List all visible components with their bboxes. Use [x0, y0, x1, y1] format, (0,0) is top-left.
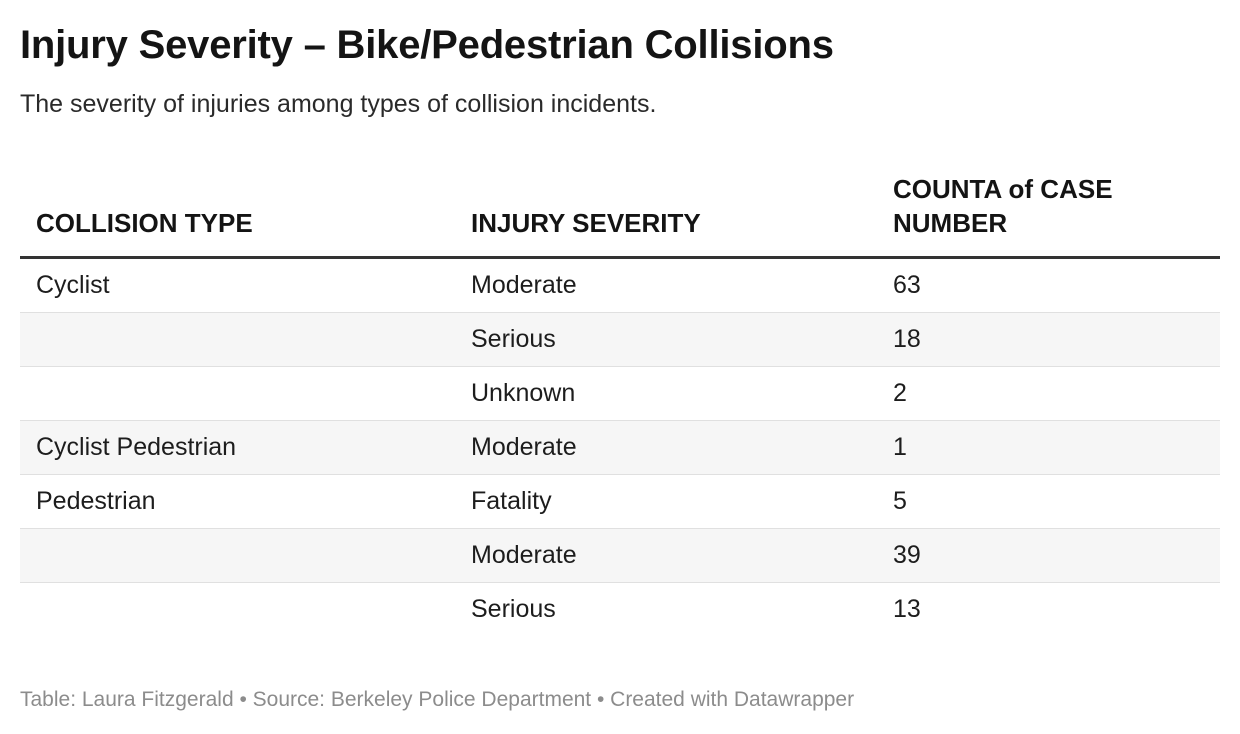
cell-injury-severity: Moderate: [455, 257, 877, 313]
table-row: Cyclist Pedestrian Moderate 1: [20, 420, 1220, 475]
cell-count: 2: [877, 366, 1220, 421]
cell-collision-type: [20, 583, 455, 637]
cell-count: 1: [877, 420, 1220, 475]
chart-subtitle: The severity of injuries among types of …: [20, 90, 657, 118]
column-header-collision-type[interactable]: COLLISION TYPE: [20, 172, 455, 259]
column-header-injury-severity[interactable]: INJURY SEVERITY: [455, 172, 877, 259]
cell-injury-severity: Serious: [455, 312, 877, 367]
cell-collision-type: Pedestrian: [20, 474, 455, 529]
chart-footer: Table: Laura Fitzgerald • Source: Berkel…: [20, 688, 855, 711]
column-header-count[interactable]: COUNTA of CASE NUMBER: [877, 172, 1220, 259]
cell-injury-severity: Moderate: [455, 528, 877, 583]
table-header: COLLISION TYPE INJURY SEVERITY COUNTA of…: [20, 172, 1220, 259]
cell-count: 18: [877, 312, 1220, 367]
cell-count: 5: [877, 474, 1220, 529]
table-row: Serious 18: [20, 312, 1220, 367]
cell-collision-type: [20, 528, 455, 583]
table-row: Unknown 2: [20, 366, 1220, 421]
table-body: Cyclist Moderate 63 Serious 18 Unknown 2 Cyclis…: [20, 257, 1220, 637]
cell-count: 63: [877, 257, 1220, 313]
table-row: Pedestrian Fatality 5: [20, 474, 1220, 529]
cell-injury-severity: Unknown: [455, 366, 877, 421]
header-row: COLLISION TYPE INJURY SEVERITY COUNTA of…: [20, 172, 1220, 259]
cell-collision-type: Cyclist: [20, 257, 455, 313]
table-row: Moderate 39: [20, 528, 1220, 583]
cell-collision-type: Cyclist Pedestrian: [20, 420, 455, 475]
chart-container: Injury Severity – Bike/Pedestrian Collis…: [20, 22, 1220, 636]
cell-injury-severity: Serious: [471, 595, 556, 623]
data-table: COLLISION TYPE INJURY SEVERITY COUNTA of…: [20, 172, 1220, 636]
cell-count: 39: [877, 528, 1220, 583]
cell-count: 13: [893, 595, 921, 623]
table-row: Serious 13: [20, 583, 1220, 637]
chart-title: Injury Severity – Bike/Pedestrian Collis…: [20, 23, 834, 67]
cell-injury-severity: Fatality: [455, 474, 877, 529]
table-row: Cyclist Moderate 63: [20, 257, 1220, 313]
cell-injury-severity: Moderate: [455, 420, 877, 475]
cell-collision-type: [20, 366, 455, 421]
cell-collision-type: [20, 312, 455, 367]
